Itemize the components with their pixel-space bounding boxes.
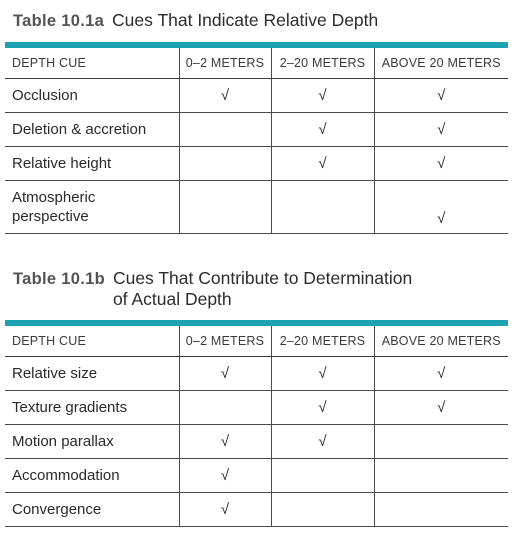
table-a-caption: Table 10.1a Cues That Indicate Relative … [5, 10, 508, 32]
column-header-0-2-meters: 0–2 METERS [178, 326, 271, 357]
check-mark: √ [270, 424, 374, 459]
cue-label: Motion parallax [5, 424, 179, 459]
check-mark [270, 180, 374, 234]
table-a-header-row: DEPTH CUE 0–2 METERS 2–20 METERS ABOVE 2… [5, 48, 508, 79]
table-row: Relative height √ √ [5, 146, 508, 181]
table-b-title-line-2: of Actual Depth [112, 289, 232, 309]
check-mark [178, 146, 271, 181]
check-mark: √ [373, 78, 508, 113]
table-row: Occlusion √ √ √ [5, 78, 508, 113]
cue-label: Atmospheric perspective [5, 180, 179, 234]
table-row: Deletion & accretion √ √ [5, 112, 508, 147]
cue-label: Occlusion [5, 78, 179, 113]
table-b-accent-rule [5, 320, 508, 326]
table-row: Atmospheric perspective √ [5, 180, 508, 234]
column-header-above-20-meters: ABOVE 20 METERS [373, 326, 508, 357]
cue-label: Accommodation [5, 458, 179, 493]
table-row: Motion parallax √ √ [5, 424, 508, 459]
column-header-depth-cue: DEPTH CUE [5, 326, 179, 357]
table-a: Table 10.1a Cues That Indicate Relative … [5, 10, 508, 234]
check-mark: √ [178, 458, 271, 493]
check-mark [270, 492, 374, 527]
check-mark [373, 492, 508, 527]
check-mark: √ [270, 78, 374, 113]
check-mark: √ [178, 356, 271, 391]
cue-label: Relative size [5, 356, 179, 391]
check-mark: √ [178, 492, 271, 527]
check-mark: √ [373, 146, 508, 181]
column-header-depth-cue: DEPTH CUE [5, 48, 179, 79]
check-mark [178, 390, 271, 425]
check-mark: √ [373, 112, 508, 147]
cue-label: Relative height [5, 146, 179, 181]
check-mark: √ [270, 146, 374, 181]
check-mark [373, 458, 508, 493]
table-b-number: Table 10.1b [13, 270, 105, 288]
column-header-2-20-meters: 2–20 METERS [270, 48, 374, 79]
check-mark: √ [178, 78, 271, 113]
check-mark: √ [270, 390, 374, 425]
cue-label-line-1: Atmospheric [12, 189, 96, 206]
table-row: Relative size √ √ √ [5, 356, 508, 391]
table-b: Table 10.1b Cues That Contribute to Dete… [5, 268, 508, 527]
check-mark [178, 180, 271, 234]
table-a-accent-rule [5, 42, 508, 48]
check-mark: √ [373, 356, 508, 391]
check-mark [178, 112, 271, 147]
table-b-header-row: DEPTH CUE 0–2 METERS 2–20 METERS ABOVE 2… [5, 326, 508, 357]
check-mark: √ [373, 180, 508, 234]
check-mark: √ [373, 390, 508, 425]
table-a-title: Cues That Indicate Relative Depth [112, 10, 379, 30]
table-b-title-line-1: Cues That Contribute to Determination [112, 268, 413, 288]
cue-label: Texture gradients [5, 390, 179, 425]
check-mark: √ [178, 424, 271, 459]
table-a-grid: DEPTH CUE 0–2 METERS 2–20 METERS ABOVE 2… [5, 48, 508, 234]
column-header-above-20-meters: ABOVE 20 METERS [373, 48, 508, 79]
check-mark: √ [270, 356, 374, 391]
cue-label-line-2: perspective [12, 208, 89, 225]
check-mark: √ [270, 112, 374, 147]
table-b-caption: Table 10.1b Cues That Contribute to Dete… [5, 268, 508, 310]
column-header-0-2-meters: 0–2 METERS [178, 48, 271, 79]
table-b-title: Cues That Contribute to Determination of… [113, 268, 412, 310]
check-mark [373, 424, 508, 459]
cue-label: Convergence [5, 492, 179, 527]
table-row: Accommodation √ [5, 458, 508, 493]
cue-label: Deletion & accretion [5, 112, 179, 147]
table-row: Texture gradients √ √ [5, 390, 508, 425]
table-row: Convergence √ [5, 492, 508, 527]
check-mark [270, 458, 374, 493]
table-a-number: Table 10.1a [13, 12, 105, 30]
table-b-grid: DEPTH CUE 0–2 METERS 2–20 METERS ABOVE 2… [5, 326, 508, 527]
column-header-2-20-meters: 2–20 METERS [270, 326, 374, 357]
